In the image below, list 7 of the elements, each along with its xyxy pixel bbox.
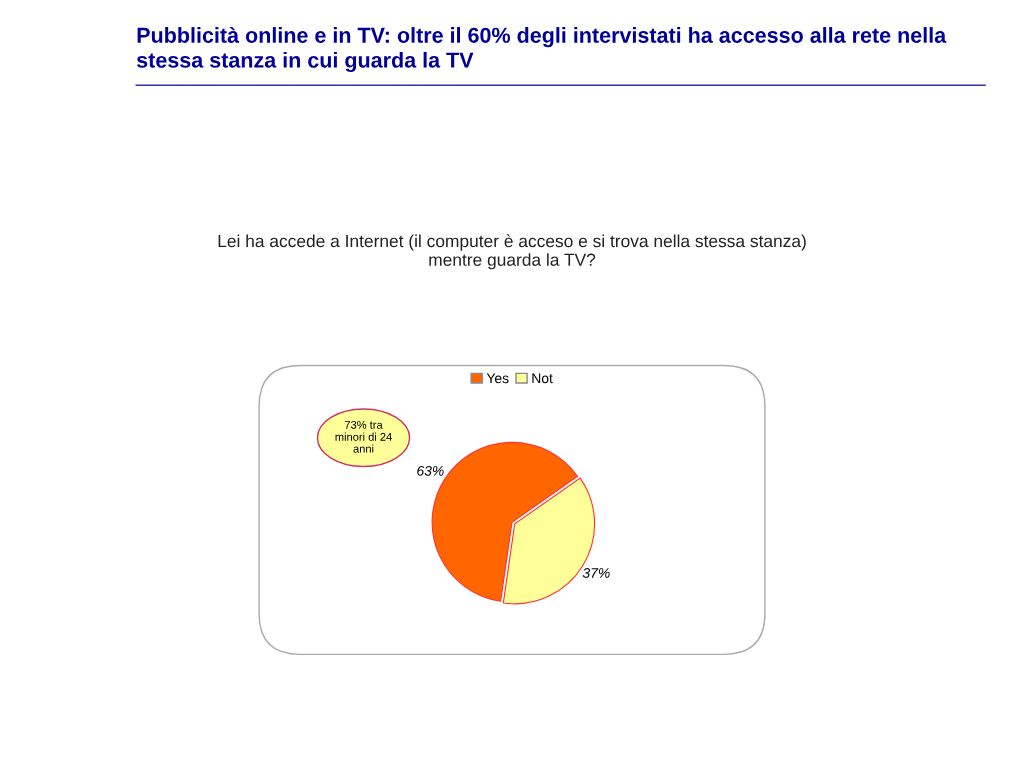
text: 73% tra minori di 24 anni <box>335 420 392 453</box>
legend-label: Yes <box>486 373 509 384</box>
legend-label: Not <box>532 373 553 384</box>
data-label: 37% <box>582 568 610 578</box>
data-label: 63% <box>417 465 444 476</box>
chart-subtitle: Lei ha accede a Internet (il computer è acceso e si trova nella stessa stanza) mentre guarda la TV? <box>218 234 806 270</box>
chart-title: Pubblicità online e in TV: oltre il 60% degli intervistati ha accesso alla rete nella stessa stanza in cui guarda la TV <box>136 26 947 73</box>
